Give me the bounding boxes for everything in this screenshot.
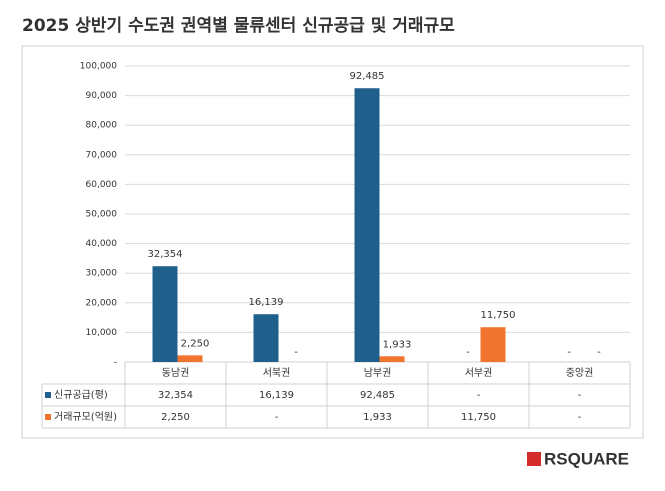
bar [480,327,506,362]
table-cell: 2,250 [161,412,190,423]
chart-frame [21,45,644,439]
table-cell: 32,354 [158,390,193,401]
y-tick-label: 50,000 [86,210,118,220]
y-tick-label: 80,000 [86,121,118,131]
y-tick-label: 60,000 [86,180,118,190]
table-cell: - [578,412,582,423]
y-tick-label: 10,000 [86,328,118,338]
data-label: - [597,347,601,358]
x-tick-label: 중앙권 [566,367,594,379]
data-label: 16,139 [249,297,284,308]
data-label: - [466,347,470,358]
bar [253,314,279,362]
table-cell: 11,750 [461,412,496,423]
table-cell: - [477,390,481,401]
legend-label: 거래규모(억원) [54,411,117,423]
table-cell: 16,139 [259,390,294,401]
data-label: 92,485 [350,71,385,82]
y-tick-label: - [114,358,117,368]
table-cell: - [275,412,279,423]
table-cell: 1,933 [363,412,392,423]
logo-icon [527,452,541,466]
legend-swatch [45,414,51,420]
x-tick-label: 남부권 [364,367,392,379]
table-cell: 92,485 [360,390,395,401]
logo: RSQUARE [544,449,629,468]
x-tick-label: 동남권 [162,367,190,379]
y-tick-label: 90,000 [86,91,118,101]
data-label: 32,354 [148,249,183,260]
bar [354,88,380,363]
bar [379,356,405,362]
y-tick-label: 70,000 [86,150,118,160]
legend-swatch [45,392,51,398]
chart-title: 2025 상반기 수도권 권역별 물류센터 신규공급 및 거래규모 [22,16,455,36]
data-label: - [567,347,571,358]
y-tick-label: 20,000 [86,298,118,308]
y-tick-label: 30,000 [86,269,118,279]
legend-label: 신규공급(평) [54,389,108,401]
bar [177,355,203,362]
data-label: - [294,347,298,358]
x-tick-label: 서북권 [263,367,291,379]
y-tick-label: 40,000 [86,239,118,249]
data-label: 1,933 [383,339,412,350]
y-tick-label: 100,000 [80,62,117,72]
bar [152,266,178,362]
data-label: 2,250 [181,338,210,349]
data-label: 11,750 [481,310,516,321]
table-cell: - [578,390,582,401]
x-tick-label: 서부권 [465,367,493,379]
